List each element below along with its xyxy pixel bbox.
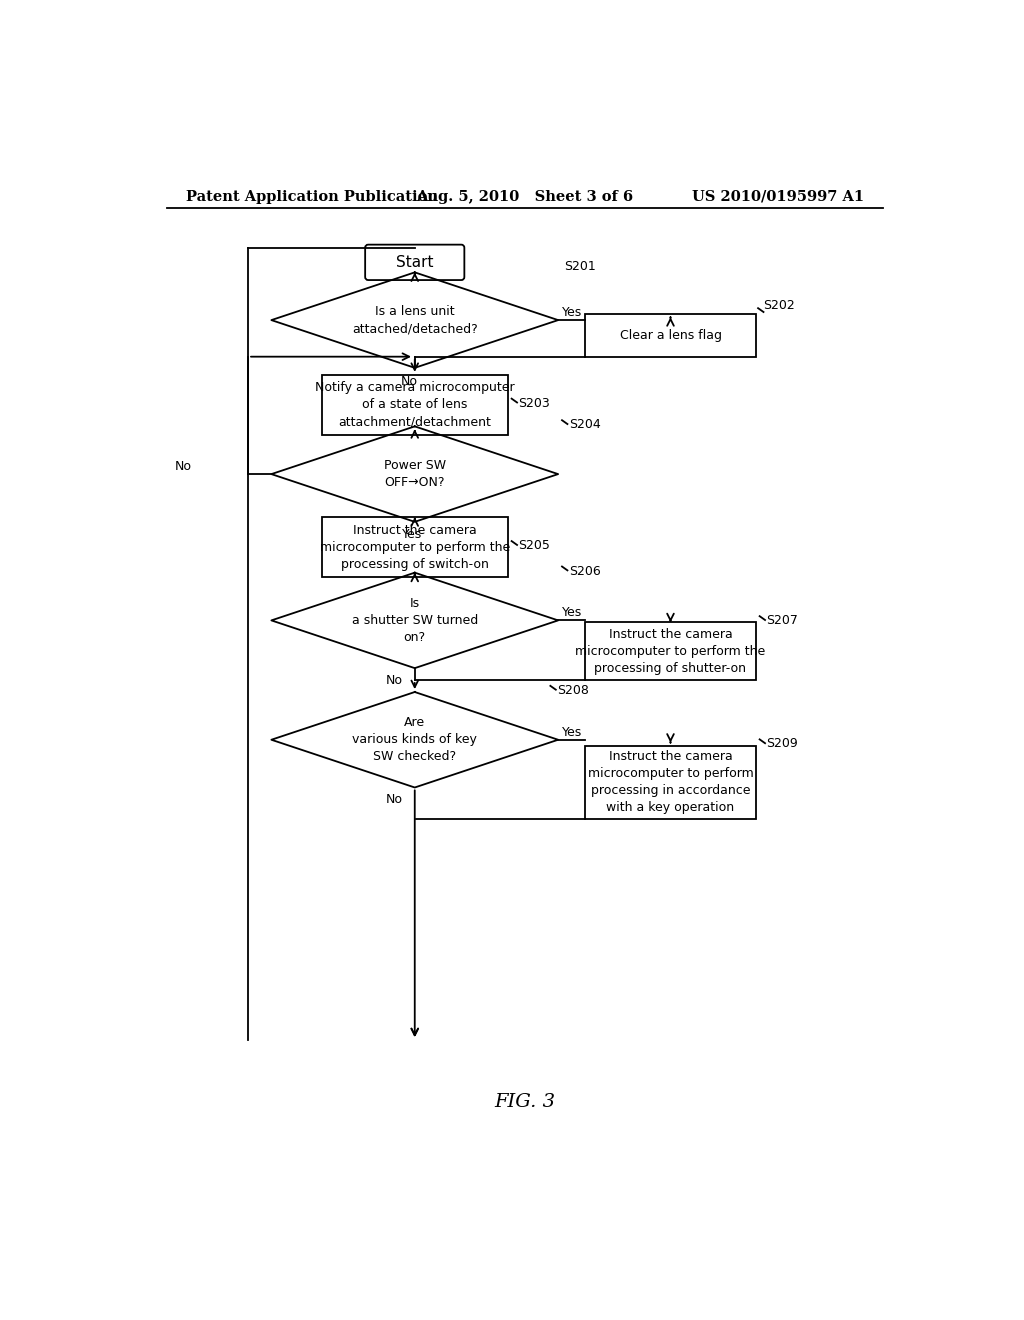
Text: Are
various kinds of key
SW checked?: Are various kinds of key SW checked? xyxy=(352,717,477,763)
Text: S207: S207 xyxy=(767,614,799,627)
Bar xyxy=(322,375,508,434)
Text: No: No xyxy=(385,675,402,686)
Text: No: No xyxy=(174,459,191,473)
Text: No: No xyxy=(385,793,402,807)
Text: Instruct the camera
microcomputer to perform the
processing of switch-on: Instruct the camera microcomputer to per… xyxy=(319,524,510,570)
Bar xyxy=(586,314,756,356)
Text: Notify a camera microcomputer
of a state of lens
attachment/detachment: Notify a camera microcomputer of a state… xyxy=(315,381,515,428)
Text: Yes: Yes xyxy=(562,726,583,739)
Text: S209: S209 xyxy=(767,738,799,751)
Bar xyxy=(322,517,508,577)
Text: Is a lens unit
attached/detached?: Is a lens unit attached/detached? xyxy=(352,305,477,335)
Text: Aug. 5, 2010   Sheet 3 of 6: Aug. 5, 2010 Sheet 3 of 6 xyxy=(416,190,634,203)
Text: S201: S201 xyxy=(564,260,596,273)
FancyBboxPatch shape xyxy=(366,244,464,280)
Text: S202: S202 xyxy=(764,298,796,312)
Text: Instruct the camera
microcomputer to perform
processing in accordance
with a key: Instruct the camera microcomputer to per… xyxy=(588,750,754,814)
Text: Yes: Yes xyxy=(562,306,583,319)
Text: Yes: Yes xyxy=(562,606,583,619)
Text: Instruct the camera
microcomputer to perform the
processing of shutter-on: Instruct the camera microcomputer to per… xyxy=(575,628,766,675)
Text: S206: S206 xyxy=(569,565,601,578)
Text: S204: S204 xyxy=(569,418,601,432)
Text: Power SW
OFF→ON?: Power SW OFF→ON? xyxy=(384,459,445,490)
Text: FIG. 3: FIG. 3 xyxy=(495,1093,555,1110)
Bar xyxy=(586,622,756,680)
Text: US 2010/0195997 A1: US 2010/0195997 A1 xyxy=(692,190,864,203)
Text: Start: Start xyxy=(396,255,433,269)
Text: Clear a lens flag: Clear a lens flag xyxy=(620,329,722,342)
Text: Yes: Yes xyxy=(402,528,423,541)
Bar xyxy=(586,746,756,818)
Text: Patent Application Publication: Patent Application Publication xyxy=(186,190,438,203)
Text: No: No xyxy=(400,375,418,388)
Text: Is
a shutter SW turned
on?: Is a shutter SW turned on? xyxy=(351,597,478,644)
Text: S203: S203 xyxy=(518,397,550,409)
Text: S208: S208 xyxy=(557,684,589,697)
Text: S205: S205 xyxy=(518,539,551,552)
